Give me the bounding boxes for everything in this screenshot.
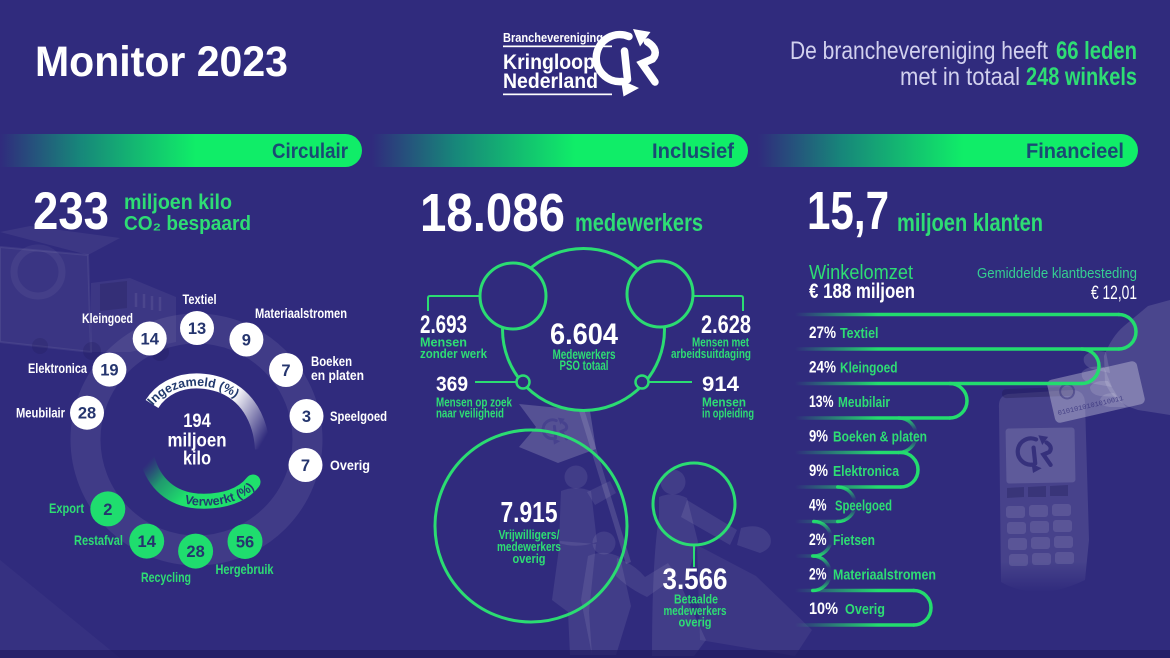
svg-text:Betaalde: Betaalde <box>674 592 718 607</box>
svg-text:7: 7 <box>301 457 310 475</box>
svg-text:2: 2 <box>103 501 112 519</box>
svg-text:14: 14 <box>141 331 160 349</box>
svg-text:Mensen: Mensen <box>420 335 467 350</box>
svg-text:medewerkers: medewerkers <box>664 603 727 618</box>
svg-text:Materiaalstromen: Materiaalstromen <box>255 305 347 321</box>
svg-text:€ 188 miljoen: € 188 miljoen <box>809 280 915 303</box>
svg-text:28: 28 <box>186 543 204 561</box>
svg-text:Mensen: Mensen <box>702 395 746 410</box>
svg-text:369: 369 <box>436 373 468 396</box>
svg-text:Circulair: Circulair <box>272 139 349 163</box>
svg-text:Kringloop: Kringloop <box>503 51 595 74</box>
svg-text:Kleingoed: Kleingoed <box>82 310 133 326</box>
svg-text:18.086: 18.086 <box>420 183 565 243</box>
svg-text:Branchevereniging: Branchevereniging <box>503 31 603 45</box>
svg-text:Textiel: Textiel <box>183 291 217 307</box>
svg-text:Materiaalstromen: Materiaalstromen <box>833 568 936 584</box>
svg-text:Elektronica: Elektronica <box>833 464 900 480</box>
svg-text:2%: 2% <box>809 530 827 549</box>
svg-text:2.628: 2.628 <box>701 311 751 339</box>
svg-text:€ 12,01: € 12,01 <box>1091 283 1137 304</box>
svg-text:arbeidsuitdaging: arbeidsuitdaging <box>671 346 751 361</box>
svg-text:naar veiligheid: naar veiligheid <box>436 406 504 421</box>
svg-text:Financieel: Financieel <box>1026 139 1124 163</box>
svg-text:2.693: 2.693 <box>420 311 467 339</box>
svg-text:Meubilair: Meubilair <box>16 405 65 421</box>
svg-text:24%: 24% <box>809 358 836 377</box>
svg-text:7.915: 7.915 <box>501 497 558 529</box>
svg-text:in opleiding: in opleiding <box>702 406 754 421</box>
svg-text:13: 13 <box>188 320 206 338</box>
svg-text:56: 56 <box>236 534 254 552</box>
svg-text:Export: Export <box>49 500 84 516</box>
svg-text:Overig: Overig <box>845 602 885 618</box>
svg-text:zonder werk: zonder werk <box>420 346 488 361</box>
svg-text:2%: 2% <box>809 565 827 584</box>
svg-text:overig: overig <box>679 615 712 630</box>
svg-text:Gemiddelde klantbesteding: Gemiddelde klantbesteding <box>977 265 1137 282</box>
svg-text:Inclusief: Inclusief <box>652 139 735 163</box>
svg-text:13%: 13% <box>809 392 834 411</box>
svg-text:miljoen klanten: miljoen klanten <box>897 209 1043 237</box>
svg-text:Kleingoed: Kleingoed <box>840 361 898 377</box>
svg-text:66 leden: 66 leden <box>1056 37 1137 65</box>
svg-text:Boeken & platen: Boeken & platen <box>833 430 927 446</box>
svg-text:9: 9 <box>242 332 251 350</box>
svg-text:medewerkers: medewerkers <box>575 209 703 237</box>
svg-text:194: 194 <box>183 411 211 432</box>
svg-text:Elektronica: Elektronica <box>28 360 87 376</box>
svg-text:Hergebruik: Hergebruik <box>216 561 274 577</box>
svg-text:Monitor 2023: Monitor 2023 <box>35 38 288 86</box>
svg-text:Boeken: Boeken <box>311 353 352 369</box>
svg-text:Mensen op zoek: Mensen op zoek <box>436 395 513 410</box>
svg-text:Speelgoed: Speelgoed <box>835 499 892 515</box>
svg-text:De branchevereniging heeft: De branchevereniging heeft <box>790 37 1048 65</box>
svg-text:3.566: 3.566 <box>663 563 728 596</box>
svg-text:233: 233 <box>33 182 109 241</box>
svg-text:Speelgoed: Speelgoed <box>330 408 387 424</box>
svg-text:Nederland: Nederland <box>503 70 598 93</box>
svg-text:Winkelomzet: Winkelomzet <box>809 262 913 284</box>
svg-text:CO₂ bespaard: CO₂ bespaard <box>124 213 251 235</box>
svg-text:Restafval: Restafval <box>74 532 123 548</box>
svg-text:14: 14 <box>138 533 157 551</box>
svg-text:Recycling: Recycling <box>141 569 191 585</box>
svg-text:met in totaal: met in totaal <box>900 63 1020 91</box>
svg-text:27%: 27% <box>809 323 836 342</box>
svg-text:Overig: Overig <box>330 457 370 473</box>
svg-text:3: 3 <box>302 408 311 426</box>
svg-text:miljoen: miljoen <box>168 431 227 452</box>
svg-text:28: 28 <box>78 405 96 423</box>
svg-text:9%: 9% <box>809 427 828 446</box>
svg-text:4%: 4% <box>809 496 827 515</box>
svg-text:kilo: kilo <box>183 449 211 470</box>
svg-text:7: 7 <box>281 362 290 380</box>
svg-text:miljoen kilo: miljoen kilo <box>124 191 232 214</box>
svg-text:914: 914 <box>702 373 739 396</box>
svg-text:248 winkels: 248 winkels <box>1026 63 1137 91</box>
svg-text:PSO totaal: PSO totaal <box>560 358 609 373</box>
svg-text:10%: 10% <box>809 599 838 618</box>
svg-text:en platen: en platen <box>311 367 364 383</box>
svg-text:9%: 9% <box>809 461 828 480</box>
svg-text:Meubilair: Meubilair <box>838 395 890 411</box>
svg-text:Vrijwilligers/: Vrijwilligers/ <box>499 527 560 542</box>
svg-text:Mensen met: Mensen met <box>692 335 750 350</box>
svg-text:6.604: 6.604 <box>550 318 619 351</box>
svg-text:19: 19 <box>100 362 118 380</box>
svg-text:Textiel: Textiel <box>840 326 879 342</box>
svg-text:overig: overig <box>513 551 546 566</box>
svg-text:Fietsen: Fietsen <box>833 533 875 549</box>
svg-text:Medewerkers: Medewerkers <box>553 347 616 362</box>
svg-text:15,7: 15,7 <box>807 181 889 241</box>
svg-text:medewerkers: medewerkers <box>497 539 561 554</box>
